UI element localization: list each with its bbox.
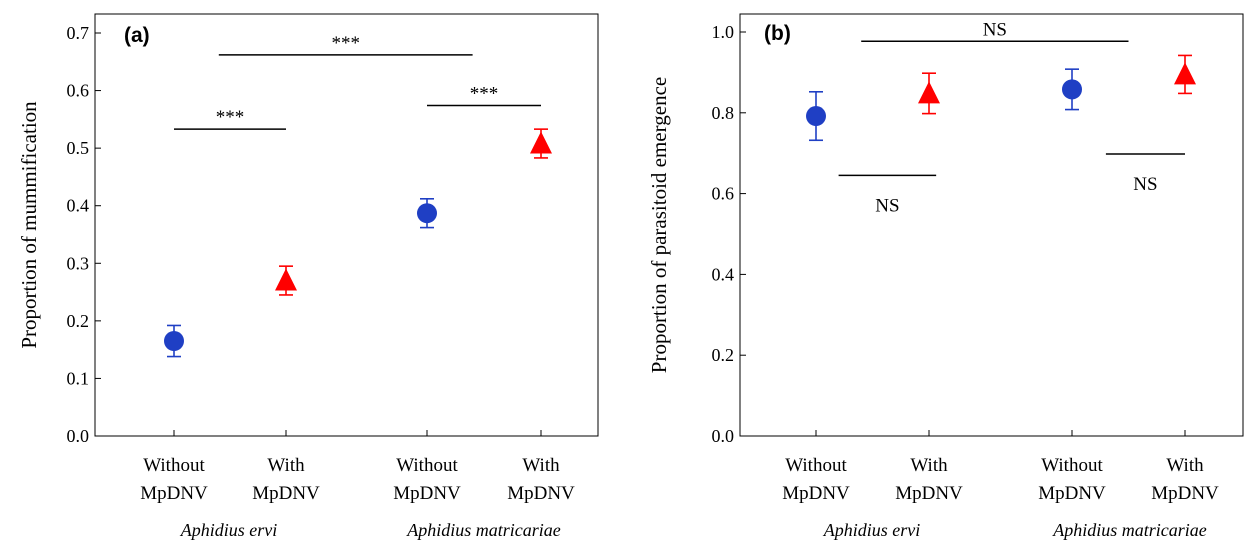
x-category-label-line1: With	[1166, 455, 1204, 476]
chart-panel-a: 0.0 0.1 0.2 0.3 0.4 0.5 0.6 0.7 Proportion of mu…	[17, 13, 599, 540]
data-point-circle	[806, 106, 826, 127]
y-tick-label: 0.2	[67, 311, 90, 331]
significance-label: ***	[331, 33, 360, 54]
x-category-label-line1: Without	[143, 455, 205, 476]
y-tick-label: 0.0	[712, 426, 735, 446]
y-tick-label: 0.2	[712, 345, 735, 365]
x-category-label-line2: MpDNV	[1038, 483, 1106, 504]
panel-label: (b)	[764, 22, 791, 45]
y-tick-label: 0.3	[67, 253, 90, 273]
data-point-circle	[417, 203, 437, 224]
x-category-label-line2: MpDNV	[507, 483, 575, 504]
group-label: Aphidius matricariae	[406, 520, 561, 540]
plot-frame	[94, 13, 599, 437]
y-axis-label: Proportion of mummification	[17, 101, 41, 349]
group-label: Aphidius matricariae	[1052, 520, 1207, 540]
data-point-circle	[1062, 79, 1082, 100]
significance-label: ***	[470, 84, 499, 105]
x-category-label-line1: Without	[1041, 455, 1103, 476]
y-tick-label: 1.0	[712, 22, 735, 42]
significance-label: NS	[875, 195, 899, 216]
y-tick-label: 0.8	[712, 103, 735, 123]
chart-panel-b: 0.0 0.2 0.4 0.6 0.8 1.0 Proportion of parasito…	[647, 13, 1244, 540]
y-tick-label: 0.4	[712, 264, 735, 284]
x-category-label-line1: Without	[396, 455, 458, 476]
x-category-label-line2: MpDNV	[895, 483, 963, 504]
data-point-triangle	[275, 268, 297, 291]
x-category-label-line2: MpDNV	[252, 483, 320, 504]
y-tick-label: 0.4	[67, 196, 90, 216]
y-tick-label: 0.6	[712, 184, 735, 204]
x-category-label-line2: MpDNV	[393, 483, 461, 504]
significance-label: ***	[216, 107, 245, 128]
y-tick-label: 0.1	[67, 368, 90, 388]
y-axis-label: Proportion of parasitoid emergence	[647, 77, 671, 373]
significance-label: NS	[1133, 174, 1157, 195]
data-point-triangle	[918, 81, 940, 104]
y-tick-label: 0.0	[67, 426, 90, 446]
x-category-label-line1: With	[267, 455, 305, 476]
y-tick-label: 0.7	[67, 23, 90, 43]
x-category-label-line2: MpDNV	[140, 483, 208, 504]
plot-frame	[739, 13, 1244, 437]
y-tick-label: 0.5	[67, 138, 90, 158]
group-label: Aphidius ervi	[823, 520, 921, 540]
data-point-triangle	[1174, 62, 1196, 85]
group-label: Aphidius ervi	[180, 520, 278, 540]
x-category-label-line1: Without	[785, 455, 847, 476]
data-point-triangle	[530, 131, 552, 154]
panel-label: (a)	[124, 24, 150, 47]
significance-label: NS	[983, 19, 1007, 40]
y-tick-label: 0.6	[67, 81, 90, 101]
x-category-label-line1: With	[910, 455, 948, 476]
data-point-circle	[164, 331, 184, 352]
x-category-label-line2: MpDNV	[782, 483, 850, 504]
x-category-label-line1: With	[522, 455, 560, 476]
x-category-label-line2: MpDNV	[1151, 483, 1219, 504]
